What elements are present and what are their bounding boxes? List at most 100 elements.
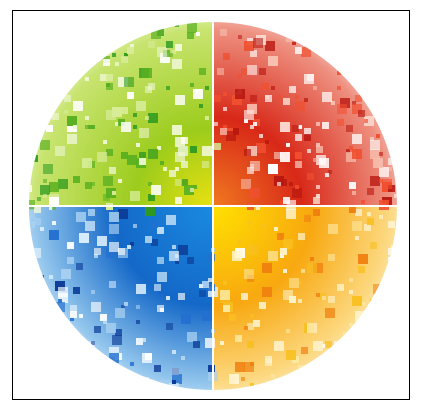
pixel-square xyxy=(286,209,296,219)
pixel-square xyxy=(73,125,77,129)
pixel-square xyxy=(301,269,305,273)
pixel-square xyxy=(157,47,167,57)
pixel-square xyxy=(49,230,59,240)
pixel-square xyxy=(202,311,212,321)
pixel-square xyxy=(175,179,182,186)
pixel-square xyxy=(397,251,401,255)
pixel-square xyxy=(262,287,272,297)
pixel-square xyxy=(109,212,119,222)
pixel-square xyxy=(355,311,365,321)
pixel-square xyxy=(133,224,137,228)
pixel-square xyxy=(187,257,194,264)
pixel-square xyxy=(205,116,209,120)
pixel-square xyxy=(253,122,257,126)
pixel-square xyxy=(241,293,248,300)
pixel-square xyxy=(175,260,179,264)
pixel-square xyxy=(313,209,320,216)
pixel-square xyxy=(304,128,311,135)
pixel-square xyxy=(136,320,140,324)
pixel-square xyxy=(235,335,242,342)
pixel-square xyxy=(208,284,215,291)
pixel-square xyxy=(325,308,335,318)
pixel-square xyxy=(319,158,329,168)
pixel-square xyxy=(181,137,188,144)
pixel-square xyxy=(370,176,380,186)
pixel-square xyxy=(109,224,119,234)
pixel-square xyxy=(226,131,236,141)
pixel-square xyxy=(205,338,215,348)
pixel-square xyxy=(223,92,227,96)
pixel-square xyxy=(109,281,116,288)
pixel-square xyxy=(283,239,293,249)
pixel-square xyxy=(253,320,260,327)
pixel-square xyxy=(157,227,164,234)
pixel-square xyxy=(337,104,347,114)
pixel-square xyxy=(334,341,344,351)
pixel-square xyxy=(73,176,80,183)
pixel-square xyxy=(223,125,227,129)
pixel-square xyxy=(127,275,131,279)
pixel-square xyxy=(208,278,212,282)
pixel-square xyxy=(151,221,158,228)
pixel-square xyxy=(301,47,311,57)
pixel-square xyxy=(109,167,116,174)
pixel-square xyxy=(223,53,230,60)
pixel-square xyxy=(178,146,188,156)
pixel-square xyxy=(94,248,101,255)
pixel-square xyxy=(232,251,242,261)
pixel-square xyxy=(388,257,395,264)
pixel-square xyxy=(250,161,260,171)
pixel-square xyxy=(244,269,254,279)
pixel-square xyxy=(244,110,254,120)
pixel-square xyxy=(106,188,116,198)
pixel-square xyxy=(43,194,47,198)
image-frame xyxy=(12,10,410,400)
pixel-square xyxy=(85,116,89,120)
pixel-square xyxy=(187,32,194,39)
pixel-square xyxy=(382,179,392,189)
pixel-square xyxy=(40,227,44,231)
pixel-square xyxy=(286,329,290,333)
pixel-square xyxy=(190,83,194,87)
pixel-square xyxy=(29,185,32,192)
pixel-square xyxy=(310,257,314,261)
pixel-square xyxy=(118,209,128,219)
pixel-square xyxy=(205,86,209,90)
logo xyxy=(27,19,401,395)
pixel-square xyxy=(29,209,35,219)
pixel-square xyxy=(352,221,362,231)
pixel-square xyxy=(58,287,68,297)
pixel-square xyxy=(160,161,164,165)
pixel-square xyxy=(364,116,374,126)
pixel-square xyxy=(271,86,275,90)
pixel-square xyxy=(208,254,215,261)
pixel-square xyxy=(286,377,293,384)
pixel-square xyxy=(172,350,176,354)
pixel-square xyxy=(94,326,101,333)
pixel-square xyxy=(91,125,95,129)
pixel-square xyxy=(133,113,137,117)
pixel-square xyxy=(370,137,374,141)
pixel-square xyxy=(292,125,299,132)
pixel-square xyxy=(181,179,188,186)
pixel-square xyxy=(370,299,374,303)
pixel-square xyxy=(349,290,353,294)
pixel-square xyxy=(268,251,278,261)
pixel-square xyxy=(298,365,308,375)
pixel-square xyxy=(214,95,221,102)
pixel-square xyxy=(85,77,89,81)
pixel-square xyxy=(178,293,185,300)
pixel-square xyxy=(247,65,257,75)
pixel-square xyxy=(352,101,356,105)
pixel-square xyxy=(316,293,320,297)
pixel-square xyxy=(103,59,110,66)
pixel-square xyxy=(76,263,83,270)
pixel-square xyxy=(358,254,368,264)
pixel-square xyxy=(115,308,125,318)
pixel-square xyxy=(175,44,182,51)
pixel-square xyxy=(307,173,314,180)
pixel-square xyxy=(358,110,365,117)
pixel-square xyxy=(94,254,98,258)
pixel-square xyxy=(130,44,134,48)
pixel-square xyxy=(331,101,335,105)
